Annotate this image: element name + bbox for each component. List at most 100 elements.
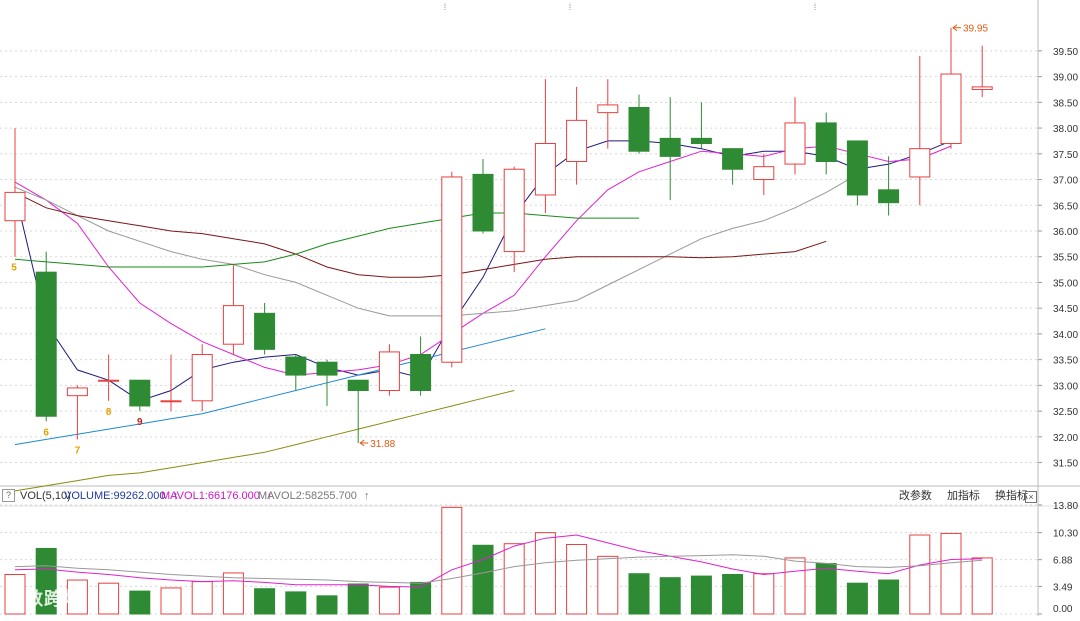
indicator-title[interactable]: VOL(5,10): [20, 490, 71, 502]
volume-bar: [222, 572, 244, 615]
candle-body: [129, 379, 151, 407]
candle-body: [690, 137, 712, 145]
candle-body: [66, 387, 88, 397]
top-marker: ⁞: [814, 2, 817, 12]
help-icon[interactable]: ?: [2, 489, 15, 502]
up-arrow-icon: ↑: [172, 490, 179, 502]
volume-bar: [98, 582, 120, 615]
candle-body: [35, 271, 57, 417]
volume-bar: [503, 543, 525, 615]
top-marker: ⁞: [569, 2, 572, 12]
volume-bar: [254, 588, 276, 615]
price-tick-label: 39.50: [1053, 47, 1078, 58]
volume-bar: [690, 575, 712, 615]
volume-tick-label: 3.49: [1053, 582, 1073, 593]
candle-body: [4, 191, 26, 222]
candle-body: [784, 122, 806, 165]
edit-params-button[interactable]: 改参数: [898, 490, 932, 502]
candle-body: [628, 106, 650, 152]
candle-label: 6: [43, 427, 49, 438]
moving-average-line: [14, 212, 639, 268]
price-tick-label: 31.50: [1053, 459, 1078, 470]
price-tick-label: 33.00: [1053, 381, 1078, 392]
price-tick-label: 32.00: [1053, 433, 1078, 444]
price-tick-label: 36.50: [1053, 201, 1078, 212]
moving-average-line: [14, 328, 546, 446]
annotation-label: 31.88: [370, 439, 395, 450]
volume-bar: [566, 543, 588, 615]
annotation-label: 39.95: [963, 24, 988, 35]
volume-bar: [410, 581, 432, 615]
candle-body: [191, 353, 213, 402]
top-marker: ⁞: [444, 2, 447, 12]
price-tick-label: 35.50: [1053, 253, 1078, 264]
volume-bar: [378, 586, 400, 615]
candle-body: [503, 168, 525, 253]
candle-body: [378, 351, 400, 392]
volume-bar: [35, 547, 57, 615]
candle-body: [410, 353, 432, 392]
volume-tick-label: 6.88: [1053, 556, 1073, 567]
price-tick-label: 34.50: [1053, 304, 1078, 315]
volume-bar: [815, 562, 837, 615]
volume-bar: [628, 573, 650, 615]
candle-body: [316, 361, 338, 376]
candle-body: [940, 73, 962, 145]
candle-label: 5: [11, 263, 17, 274]
volume-ma-line: [14, 554, 983, 584]
price-tick-label: 37.50: [1053, 150, 1078, 161]
candle-body: [971, 86, 993, 90]
volume-bar: [909, 534, 931, 615]
price-tick-label: 32.50: [1053, 407, 1078, 418]
candle-body: [347, 379, 369, 392]
price-tick-label: 35.00: [1053, 278, 1078, 289]
volume-bar: [534, 532, 556, 615]
volume-bar: [597, 555, 619, 615]
volume-bar: [659, 577, 681, 615]
volume-bar: [472, 544, 494, 615]
mavol1-value: MAVOL1:66176.000 ↑: [161, 490, 273, 502]
volume-ma-line: [14, 534, 983, 588]
candle-body: [597, 104, 619, 114]
volume-tick-label: 0.00: [1053, 604, 1073, 615]
moving-average-line: [14, 390, 515, 492]
volume-bar: [441, 506, 463, 615]
add-indicator-button[interactable]: 加指标: [946, 490, 980, 502]
candle-body: [472, 173, 494, 232]
volume-bar: [846, 582, 868, 615]
close-icon[interactable]: ×: [1025, 491, 1037, 503]
candle-body: [909, 148, 931, 178]
volume-bar: [66, 579, 88, 615]
volume-bar: [4, 574, 26, 615]
volume-tick-label: 13.80: [1053, 501, 1078, 512]
moving-average-line: [14, 191, 827, 278]
volume-bar: [753, 573, 775, 615]
switch-indicator-button[interactable]: 换指标: [995, 490, 1028, 502]
volume-value: VOLUME:99262.000 ↑: [64, 490, 179, 502]
volume-bar: [191, 581, 213, 615]
candle-body: [815, 122, 837, 163]
mavol2-value: MAVOL2:58255.700 ↑: [258, 490, 370, 502]
candle-body: [659, 137, 681, 157]
volume-bar: [722, 574, 744, 615]
watermark-logo: 大数跨境: [6, 589, 82, 609]
price-tick-label: 38.00: [1053, 124, 1078, 135]
volume-bar: [129, 590, 151, 615]
candle-label: 7: [75, 445, 81, 456]
price-tick-label: 39.00: [1053, 73, 1078, 84]
candle-body: [566, 119, 588, 163]
indicator-buttons: 改参数 加指标 换指标: [891, 486, 1032, 506]
candle-body: [753, 166, 775, 181]
candle-body: [98, 379, 120, 382]
price-tick-label: 33.50: [1053, 356, 1078, 367]
volume-bar: [316, 595, 338, 615]
candle-label: 8: [106, 407, 112, 418]
volume-bar: [940, 532, 962, 615]
price-tick-label: 37.00: [1053, 176, 1078, 187]
price-tick-label: 34.00: [1053, 330, 1078, 341]
candle-body: [285, 356, 307, 376]
volume-bar: [160, 587, 182, 615]
candle-body: [254, 312, 276, 350]
